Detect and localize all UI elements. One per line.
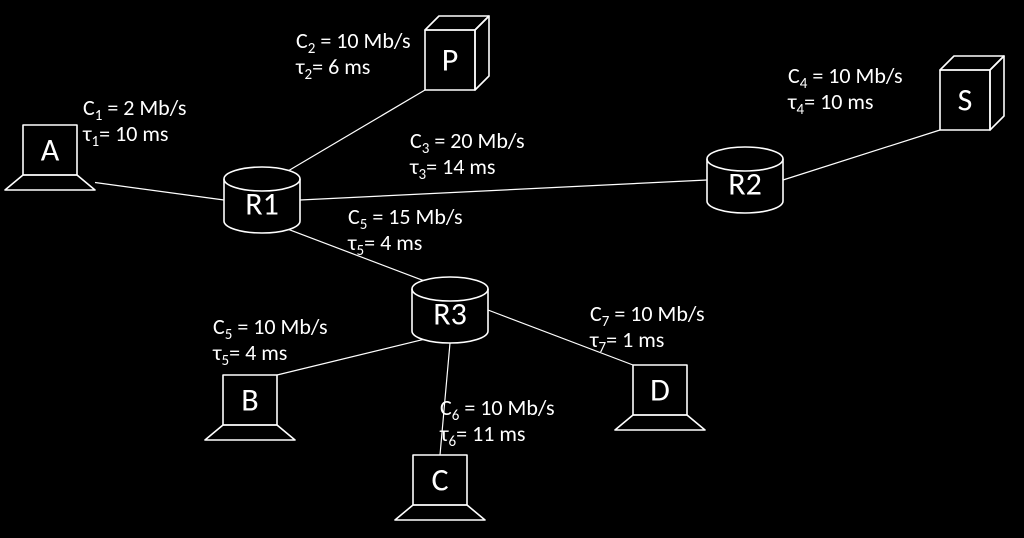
svg-text:R2: R2 — [728, 165, 762, 204]
router-R1: R1 — [224, 167, 300, 233]
svg-text:D: D — [650, 371, 670, 410]
edge-label-t-e6: τ5= 4 ms — [212, 339, 287, 371]
svg-text:C: C — [431, 461, 448, 500]
svg-text:B: B — [241, 381, 258, 420]
edge-e4 — [783, 130, 940, 180]
svg-text:A: A — [41, 131, 60, 170]
edge-e6 — [277, 339, 423, 375]
laptop-B: B — [205, 375, 295, 440]
edge-label-t-e2: τ2= 6 ms — [295, 53, 370, 85]
labels: C1 = 2 Mb/sτ1= 10 msC2 = 10 Mb/sτ2= 6 ms… — [82, 27, 903, 452]
svg-text:R1: R1 — [245, 185, 279, 224]
router-R2: R2 — [707, 147, 783, 213]
edge-label-t-e5: τ5= 4 ms — [347, 229, 422, 261]
svg-text:S: S — [958, 81, 973, 120]
router-R3: R3 — [412, 277, 488, 343]
edge-e3 — [300, 180, 707, 200]
svg-text:P: P — [442, 41, 459, 80]
edge-label-t-e8: τ7= 1 ms — [589, 326, 664, 358]
box-S: S — [940, 56, 1004, 130]
laptop-D: D — [615, 365, 705, 430]
laptop-A: A — [5, 125, 95, 190]
edge-e1 — [95, 183, 224, 201]
box-P: P — [425, 16, 489, 90]
svg-text:R3: R3 — [433, 295, 467, 334]
edge-e2 — [289, 90, 425, 171]
laptop-C: C — [395, 455, 485, 520]
